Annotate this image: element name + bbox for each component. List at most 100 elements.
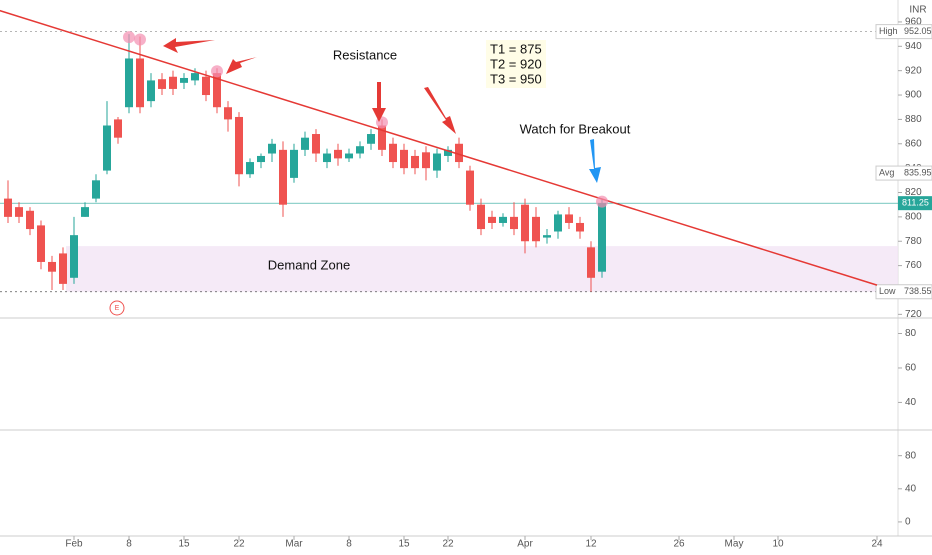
level-badge — [875, 165, 932, 181]
touch-marker — [596, 195, 608, 208]
touch-marker — [211, 65, 223, 78]
last-price-badge — [898, 196, 932, 211]
candle-body — [587, 247, 595, 278]
candle-body — [367, 134, 375, 144]
level-name: Avg — [879, 167, 894, 177]
candle-body — [400, 149, 408, 169]
pane-tick-label: 60 — [905, 363, 917, 374]
pane-tick-label: 80 — [905, 328, 917, 339]
x-tick-label: 12 — [585, 539, 597, 550]
candle-body — [70, 235, 78, 278]
candle-body — [576, 222, 584, 232]
candle-body — [147, 80, 155, 102]
candle-body — [268, 143, 276, 154]
y-tick-label: 820 — [905, 187, 922, 198]
candle-body — [543, 235, 551, 238]
candle-body — [356, 146, 364, 154]
candle-body — [301, 137, 309, 150]
x-tick-label: 10 — [772, 539, 784, 550]
candle-body — [191, 73, 199, 81]
candle-body — [26, 210, 34, 230]
y-tick-label: 940 — [905, 41, 922, 52]
level-name: Low — [879, 286, 896, 296]
candle-body — [444, 149, 452, 156]
candle-body — [4, 198, 12, 217]
candle-body — [180, 77, 188, 83]
x-tick-label: May — [725, 539, 744, 550]
level-name: High — [879, 26, 898, 36]
candle-body — [114, 119, 122, 138]
candle-body — [59, 253, 67, 284]
currency: INR — [909, 5, 926, 16]
candle-body — [422, 152, 430, 169]
candle-body — [499, 216, 507, 223]
candle-body — [477, 204, 485, 230]
y-tick-label: 960 — [905, 17, 922, 28]
candle-body — [125, 58, 133, 108]
y-tick-label: 900 — [905, 90, 922, 101]
pane-tick-label: 40 — [905, 397, 917, 408]
candle-body — [103, 125, 111, 171]
x-tick-label: 15 — [398, 539, 410, 550]
touch-marker — [123, 31, 135, 44]
level-value: 738.55 — [904, 286, 932, 296]
candle-body — [323, 153, 331, 163]
candle-body — [510, 216, 518, 230]
candle-body — [169, 76, 177, 89]
candle-body — [378, 125, 386, 150]
candle-body — [488, 216, 496, 223]
demand-zone — [66, 246, 898, 292]
trendline — [0, 9, 878, 286]
candle-body — [235, 116, 243, 175]
candle-body — [521, 204, 529, 242]
x-tick-label: Mar — [285, 539, 303, 550]
x-tick-label: 8 — [126, 539, 132, 550]
candle-body — [389, 143, 397, 163]
candle-body — [411, 155, 419, 169]
candle-body — [345, 153, 353, 159]
y-tick-label: 760 — [905, 260, 922, 271]
candle-body — [158, 79, 166, 89]
pane-tick-label: 80 — [905, 450, 917, 461]
candle-body — [213, 73, 221, 108]
x-tick-label: 15 — [178, 539, 190, 550]
x-tick-label: 26 — [673, 539, 685, 550]
candle-body — [48, 261, 56, 272]
candle-body — [455, 143, 463, 163]
candle-body — [257, 155, 265, 163]
candle-body — [565, 214, 573, 223]
level-value: 952.05 — [904, 26, 932, 36]
arrows — [163, 38, 601, 183]
level-value: 835.95 — [904, 167, 932, 177]
candle-body — [136, 58, 144, 108]
earnings-marker[interactable] — [109, 300, 125, 316]
y-tick-label: 720 — [905, 309, 922, 320]
x-tick-label: 22 — [442, 539, 454, 550]
level-badge — [875, 284, 932, 300]
candle-body — [92, 180, 100, 199]
x-tick-label: Feb — [65, 539, 83, 550]
y-tick-label: 780 — [905, 236, 922, 247]
candle-body — [554, 214, 562, 232]
candle-body — [312, 134, 320, 154]
touch-marker — [134, 33, 146, 46]
pane-tick-label: 40 — [905, 483, 917, 494]
candle-body — [81, 207, 89, 217]
target-label: T1 = 875 — [490, 41, 542, 56]
y-tick-label: 860 — [905, 138, 922, 149]
y-tick-label: 920 — [905, 65, 922, 76]
last-price-label: 811.25 — [902, 198, 929, 208]
resistance-label: Resistance — [333, 47, 397, 62]
candle-body — [334, 149, 342, 159]
x-tick-label: 8 — [346, 539, 352, 550]
candle-body — [290, 149, 298, 178]
x-tick-label: 24 — [871, 539, 883, 550]
candle-body — [598, 203, 606, 272]
y-tick-label: 800 — [905, 212, 922, 223]
candle-body — [279, 149, 287, 205]
target-label: T2 = 920 — [490, 56, 542, 71]
candle-body — [202, 76, 210, 96]
candle-body — [224, 107, 232, 120]
